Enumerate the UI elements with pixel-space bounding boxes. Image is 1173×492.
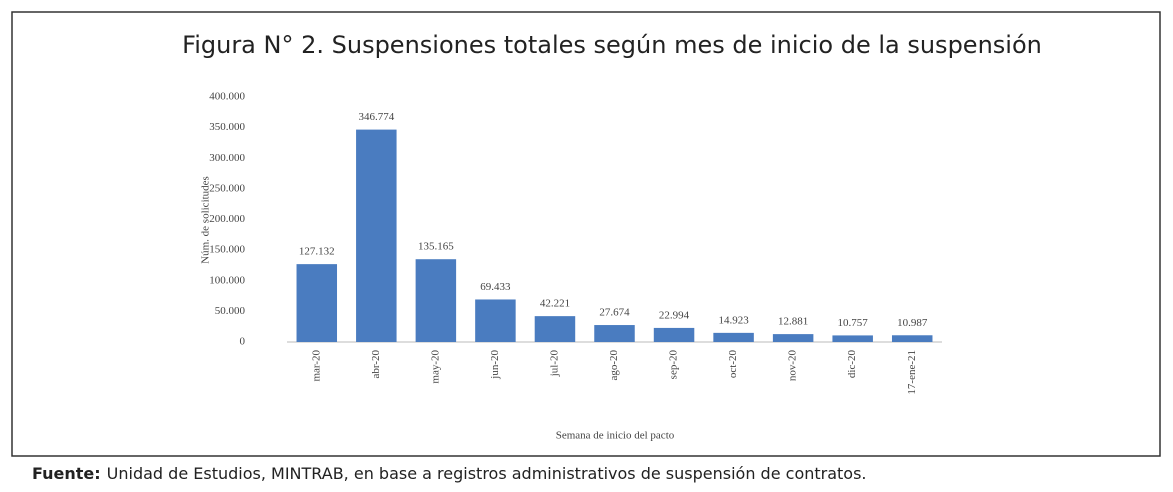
data-label: 12.881 — [778, 316, 808, 328]
bar — [415, 259, 457, 342]
data-label: 14.923 — [718, 314, 749, 326]
chart-title: Figura N° 2. Suspensiones totales según … — [182, 31, 1042, 59]
bar — [356, 129, 397, 342]
y-tick-label: 50.000 — [215, 305, 246, 317]
bar — [534, 316, 576, 342]
bar — [713, 332, 754, 342]
y-tick-label: 300.000 — [209, 152, 245, 164]
source: Fuente: Unidad de Estudios, MINTRAB, en b… — [32, 464, 867, 483]
x-tick-label: mar-20 — [310, 350, 322, 382]
data-label: 127.132 — [299, 246, 335, 258]
bar — [475, 299, 516, 342]
bar — [772, 334, 814, 342]
x-tick-label: 17-ene-21 — [906, 350, 918, 395]
y-tick-label: 250.000 — [209, 182, 245, 194]
y-tick-label: 0 — [240, 336, 246, 348]
y-tick-label: 200.000 — [209, 213, 245, 225]
frame — [11, 11, 1161, 457]
x-tick-label: jul-20 — [548, 350, 560, 378]
data-label: 346.774 — [358, 111, 394, 123]
y-axis-title: Núm. de solicitudes — [200, 176, 212, 264]
data-label: 27.674 — [599, 307, 630, 319]
data-label: 42.221 — [540, 298, 570, 310]
data-label: 69.433 — [480, 281, 511, 293]
source-text: Unidad de Estudios, MINTRAB, en base a r… — [107, 464, 867, 483]
bar — [653, 327, 695, 342]
x-tick-label: may-20 — [429, 350, 441, 384]
data-label: 135.165 — [418, 241, 454, 253]
x-tick-label: abr-20 — [370, 350, 382, 379]
data-label: 10.987 — [897, 317, 928, 329]
bar — [891, 335, 933, 342]
y-tick-label: 100.000 — [209, 274, 245, 286]
x-tick-label: ago-20 — [608, 350, 620, 381]
data-label: 22.994 — [659, 309, 690, 321]
x-tick-label: sep-20 — [668, 350, 680, 380]
x-tick-label: jun-20 — [489, 350, 501, 380]
bar — [296, 264, 338, 342]
y-tick-label: 400.000 — [209, 91, 245, 103]
bar — [594, 325, 635, 342]
bar — [832, 335, 873, 342]
y-tick-label: 150.000 — [209, 244, 245, 256]
x-tick-label: nov-20 — [787, 350, 799, 382]
x-tick-label: oct-20 — [727, 350, 739, 379]
data-label: 10.757 — [838, 317, 869, 329]
y-tick-label: 350.000 — [209, 121, 245, 133]
x-tick-label: dic-20 — [846, 350, 858, 379]
x-axis-title: Semana de inicio del pacto — [556, 430, 675, 442]
source-label: Fuente: — [32, 464, 101, 483]
